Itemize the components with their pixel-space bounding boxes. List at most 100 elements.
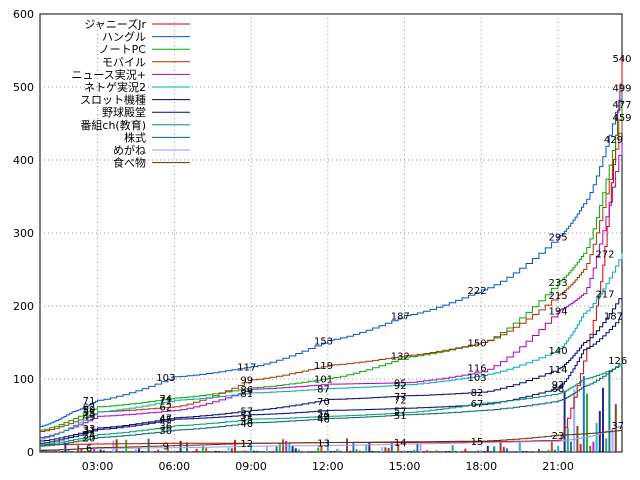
activity-bar — [371, 451, 374, 452]
data-label: 92 — [394, 381, 407, 392]
activity-bar — [330, 451, 332, 452]
activity-bar — [352, 442, 355, 452]
activity-bar — [403, 451, 406, 452]
data-label: 459 — [612, 113, 631, 124]
data-label: 31 — [83, 425, 96, 436]
data-label: 49 — [317, 412, 330, 423]
data-label: 194 — [548, 306, 567, 317]
activity-bar — [102, 450, 105, 452]
activity-bar — [394, 451, 396, 452]
data-label: 103 — [467, 373, 486, 384]
activity-bar — [518, 442, 521, 452]
data-label: 40 — [240, 419, 253, 430]
legend-label: スロット機種 — [80, 93, 146, 107]
activity-bar — [86, 450, 89, 452]
data-label: 429 — [604, 135, 623, 146]
activity-bar — [189, 450, 192, 452]
activity-bar — [547, 449, 550, 452]
data-label: 99 — [240, 376, 253, 387]
activity-bar — [227, 447, 230, 452]
legend-label: ジャニーズJr — [84, 17, 146, 31]
legend-label: ハングル — [102, 30, 146, 44]
activity-bar — [42, 450, 44, 452]
x-tick-label: 03:00 — [82, 460, 114, 473]
legend-label: 株式 — [124, 130, 146, 144]
activity-bar — [150, 450, 153, 452]
activity-bar — [99, 449, 102, 452]
data-label: 87 — [317, 384, 330, 395]
series-line — [40, 116, 623, 433]
activity-bar — [605, 438, 608, 452]
data-label: 540 — [612, 54, 631, 65]
activity-bar — [458, 451, 460, 452]
legend-label: 野球殿堂 — [102, 105, 146, 119]
data-label: 119 — [314, 361, 333, 372]
activity-bar — [602, 387, 604, 452]
activity-bar — [499, 440, 502, 452]
activity-bar — [54, 450, 57, 452]
activity-bar — [486, 445, 489, 452]
activity-bar — [237, 451, 240, 452]
data-label: 77 — [394, 392, 407, 403]
data-label: 103 — [156, 373, 175, 384]
x-tick-label: 12:00 — [312, 460, 344, 473]
activity-bar — [141, 451, 144, 452]
activity-bar — [541, 450, 544, 452]
activity-bar — [454, 451, 457, 452]
activity-bar — [477, 450, 480, 452]
data-label: 57 — [240, 406, 253, 417]
activity-bar — [419, 443, 422, 452]
activity-bar — [272, 451, 275, 452]
activity-bar — [294, 448, 297, 452]
activity-bar — [182, 451, 185, 452]
data-label: 45 — [159, 415, 172, 426]
legend-label: ニュース実況+ — [71, 67, 146, 81]
activity-bar — [355, 449, 358, 452]
activity-bar — [109, 451, 112, 452]
x-tick-label: 21:00 — [542, 460, 574, 473]
series-line — [40, 87, 623, 427]
activity-bar — [310, 451, 313, 452]
activity-bar — [515, 451, 518, 452]
activity-bar — [144, 451, 147, 452]
data-label: 117 — [237, 363, 256, 374]
activity-bar — [301, 451, 304, 452]
data-label: 132 — [391, 352, 410, 363]
activity-bar — [538, 448, 540, 452]
activity-bar — [362, 451, 364, 452]
activity-bar — [374, 451, 377, 452]
activity-bar — [413, 449, 416, 452]
data-label: 86 — [240, 385, 253, 396]
activity-bar — [115, 439, 118, 452]
data-label: 272 — [595, 249, 614, 260]
y-tick-label: 0 — [27, 446, 34, 459]
activity-bar — [528, 451, 531, 452]
activity-bar — [509, 451, 512, 452]
activity-bar — [570, 441, 572, 452]
activity-bar — [416, 443, 419, 452]
activity-bar — [128, 451, 131, 452]
legend-label: モバイル — [102, 56, 146, 69]
data-label: 45 — [240, 415, 253, 426]
activity-bar — [560, 451, 563, 452]
activity-bar — [61, 451, 64, 452]
data-label: 23 — [552, 431, 565, 442]
activity-bar — [579, 443, 582, 452]
activity-bar — [112, 440, 115, 452]
activity-bar — [198, 451, 201, 452]
activity-bar — [480, 451, 483, 452]
legend: ジャニーズJrハングルノートPCモバイルニュース実況+ネトゲ実況2スロット機種野… — [71, 17, 190, 170]
activity-bar — [90, 451, 92, 452]
activity-bar — [467, 451, 470, 452]
activity-bar — [80, 448, 83, 452]
data-label: 187 — [604, 311, 623, 322]
activity-bar — [378, 451, 380, 452]
series-line — [40, 293, 623, 442]
activity-bar — [125, 439, 128, 452]
data-label: 72 — [394, 395, 407, 406]
data-label: 14 — [394, 438, 407, 449]
activity-bar — [358, 450, 361, 452]
activity-bar — [154, 451, 156, 452]
activity-bar — [74, 451, 76, 452]
activity-bar — [163, 451, 166, 452]
